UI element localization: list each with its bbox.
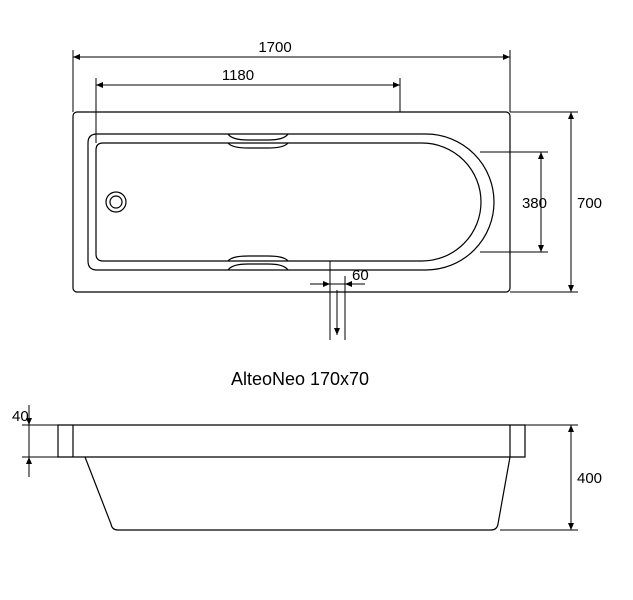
dim-label: 400 [577,470,602,487]
handle-notch-top [228,134,288,140]
basin-inner [96,143,481,261]
top-view: 1700 1180 700 380 [73,39,602,340]
basin-outer [88,134,494,270]
dim-inner-width: 380 [480,152,548,252]
dim-total-height: 400 [500,425,602,530]
dim-label: 40 [12,408,29,425]
handle-notch-top-inner [228,143,288,148]
side-view: 40 400 [12,405,602,530]
dim-label: 700 [577,195,602,212]
drain-inner [110,196,122,208]
dim-label: 1180 [222,67,254,84]
tub-outer-rect [73,112,510,292]
product-title: AlteoNeo 170x70 [231,369,369,389]
dim-label: 1700 [258,39,291,56]
handle-notch-bottom [228,264,288,270]
drain-outer [106,192,126,212]
dim-drain-offset: 60 [310,261,369,340]
dim-rim-height: 40 [12,405,58,477]
dim-label: 60 [352,267,369,284]
dim-total-length: 1700 [73,39,510,112]
dim-inner-length: 1180 [96,67,400,143]
technical-drawing: 1700 1180 700 380 [0,0,633,600]
dim-label: 380 [522,195,547,212]
tub-side-profile [58,425,525,530]
handle-notch-bottom-inner [228,256,288,261]
